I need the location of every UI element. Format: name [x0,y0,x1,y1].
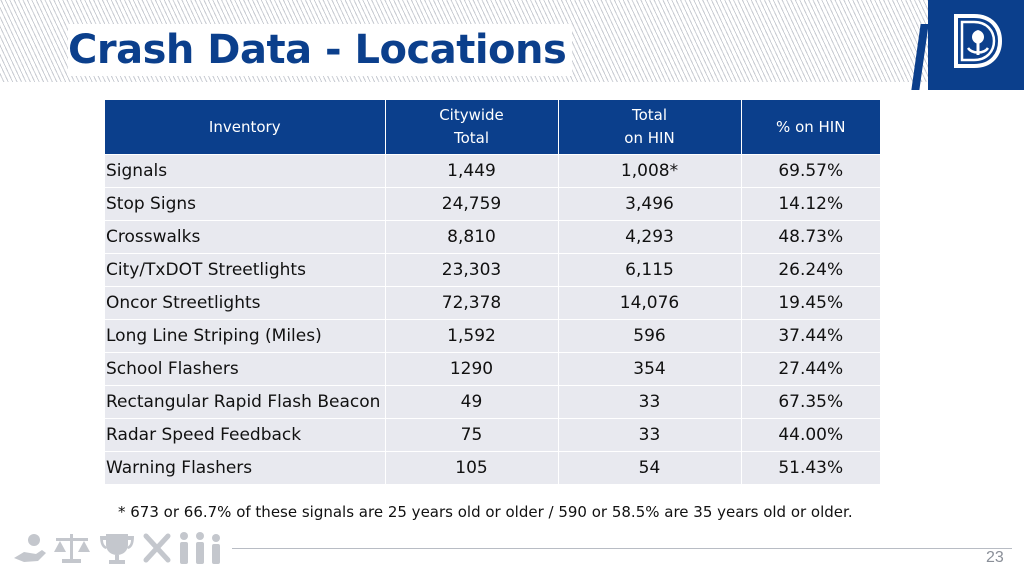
slide-title: Crash Data - Locations [68,24,573,76]
cell-citywide-total: 8,810 [385,220,559,254]
inventory-table: Inventory Citywide Total Total on HIN % … [105,100,880,484]
cell-inventory: Signals [105,154,386,188]
header-citywide-total: Citywide Total [385,100,559,155]
cell-total-on-hin: 54 [558,451,742,484]
cell-pct-on-hin: 37.44% [741,319,880,353]
table-row: Stop Signs 24,759 3,496 14.12% [105,187,880,221]
cell-pct-on-hin: 51.43% [741,451,880,484]
cell-inventory: Oncor Streetlights [105,286,386,320]
cell-inventory: Crosswalks [105,220,386,254]
cell-total-on-hin: 6,115 [558,253,742,287]
table-row: School Flashers 1290 354 27.44% [105,352,880,386]
cell-citywide-total: 1,449 [385,154,559,188]
header-citywide-line2: Total [453,129,490,147]
footnote: * 673 or 66.7% of these signals are 25 y… [118,503,853,521]
cell-inventory: School Flashers [105,352,386,386]
cell-total-on-hin: 1,008* [558,154,742,188]
header-inventory-text: Inventory [208,117,281,136]
cell-citywide-total: 49 [385,385,559,419]
cell-pct-on-hin: 19.45% [741,286,880,320]
crossed-tools-icon [143,533,171,563]
trophy-icon [100,534,134,564]
cell-inventory: Radar Speed Feedback [105,418,386,452]
table-row: Oncor Streetlights 72,378 14,076 19.45% [105,286,880,320]
cell-total-on-hin: 354 [558,352,742,386]
table-row: Radar Speed Feedback 75 33 44.00% [105,418,880,452]
cell-pct-on-hin: 26.24% [741,253,880,287]
cell-total-on-hin: 33 [558,418,742,452]
cell-citywide-total: 105 [385,451,559,484]
cell-pct-on-hin: 44.00% [741,418,880,452]
header-pct-hin-text: % on HIN [776,117,846,136]
cell-pct-on-hin: 14.12% [741,187,880,221]
people-icon [180,532,220,564]
cell-citywide-total: 24,759 [385,187,559,221]
cell-total-on-hin: 33 [558,385,742,419]
table-row: Warning Flashers 105 54 51.43% [105,451,880,484]
cell-citywide-total: 75 [385,418,559,452]
cell-inventory: Rectangular Rapid Flash Beacon [105,385,386,419]
page-number: 23 [986,549,1004,566]
cell-total-on-hin: 596 [558,319,742,353]
city-logo [928,0,1024,90]
table-row: Long Line Striping (Miles) 1,592 596 37.… [105,319,880,353]
cell-citywide-total: 1,592 [385,319,559,353]
cell-total-on-hin: 4,293 [558,220,742,254]
header-total-on-hin: Total on HIN [558,100,742,155]
cell-pct-on-hin: 69.57% [741,154,880,188]
cell-citywide-total: 23,303 [385,253,559,287]
helping-hand-icon [14,534,46,562]
cell-inventory: City/TxDOT Streetlights [105,253,386,287]
city-logo-icon [954,14,1003,68]
table-row: Signals 1,449 1,008* 69.57% [105,154,880,188]
cell-total-on-hin: 3,496 [558,187,742,221]
cell-citywide-total: 72,378 [385,286,559,320]
table-row: Rectangular Rapid Flash Beacon 49 33 67.… [105,385,880,419]
header-pct-on-hin: % on HIN [741,100,880,155]
header-total-hin-line2: on HIN [624,129,675,147]
scales-of-justice-icon [54,534,90,563]
cell-total-on-hin: 14,076 [558,286,742,320]
table-row: Crosswalks 8,810 4,293 48.73% [105,220,880,254]
header-citywide-line1: Citywide [439,106,504,124]
cell-pct-on-hin: 67.35% [741,385,880,419]
cell-pct-on-hin: 27.44% [741,352,880,386]
header-inventory: Inventory [105,100,386,155]
header-total-hin-line1: Total [631,106,668,124]
table-row: City/TxDOT Streetlights 23,303 6,115 26.… [105,253,880,287]
table-header-row: Inventory Citywide Total Total on HIN % … [105,100,880,155]
footer-icon-row [12,528,232,573]
cell-citywide-total: 1290 [385,352,559,386]
cell-inventory: Stop Signs [105,187,386,221]
cell-pct-on-hin: 48.73% [741,220,880,254]
cell-inventory: Warning Flashers [105,451,386,484]
footer-divider [232,548,1012,549]
cell-inventory: Long Line Striping (Miles) [105,319,386,353]
